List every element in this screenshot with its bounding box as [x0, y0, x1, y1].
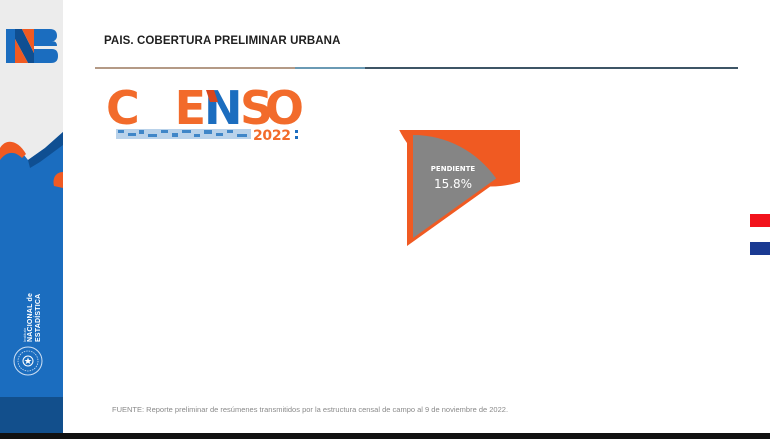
title-divider	[365, 67, 738, 69]
pie-slice-pendiente	[413, 135, 497, 238]
sidebar-wave-decoration	[0, 132, 63, 433]
bottom-bar	[0, 433, 770, 439]
flag-stripe-red	[750, 214, 770, 227]
censados-label: CENSADOS	[378, 258, 422, 266]
svg-text:CE: CE	[106, 84, 204, 135]
national-seal-icon	[13, 346, 43, 376]
institute-line-1: NACIONAL de	[27, 292, 34, 342]
censo-2022-logo: CE N SO 2022	[106, 84, 302, 144]
institute-name: Instituto NACIONAL de ESTADÍSTICA	[22, 293, 43, 342]
institute-line-2: ESTADÍSTICA	[35, 293, 42, 342]
title-divider	[95, 67, 295, 69]
censados-value: 84.2%	[360, 271, 440, 297]
page-title: PAIS. COBERTURA PRELIMINAR URBANA	[104, 35, 341, 47]
flag-stripe-blue	[750, 242, 770, 255]
svg-text:2022: 2022	[253, 128, 291, 144]
ine-logo-icon	[6, 29, 58, 63]
institute-small-label: Instituto	[22, 327, 27, 342]
sidebar: Instituto NACIONAL de ESTADÍSTICA	[0, 0, 63, 433]
source-note: FUENTE: Reporte preliminar de resúmenes …	[112, 405, 509, 414]
title-divider	[295, 67, 365, 69]
pendiente-value: 15.8%	[433, 177, 473, 191]
svg-text:SO: SO	[240, 84, 302, 135]
pie-chart: PENDIENTE 15.8% CENSADOS 84.2%	[300, 130, 520, 360]
pendiente-label: PENDIENTE	[430, 165, 476, 173]
